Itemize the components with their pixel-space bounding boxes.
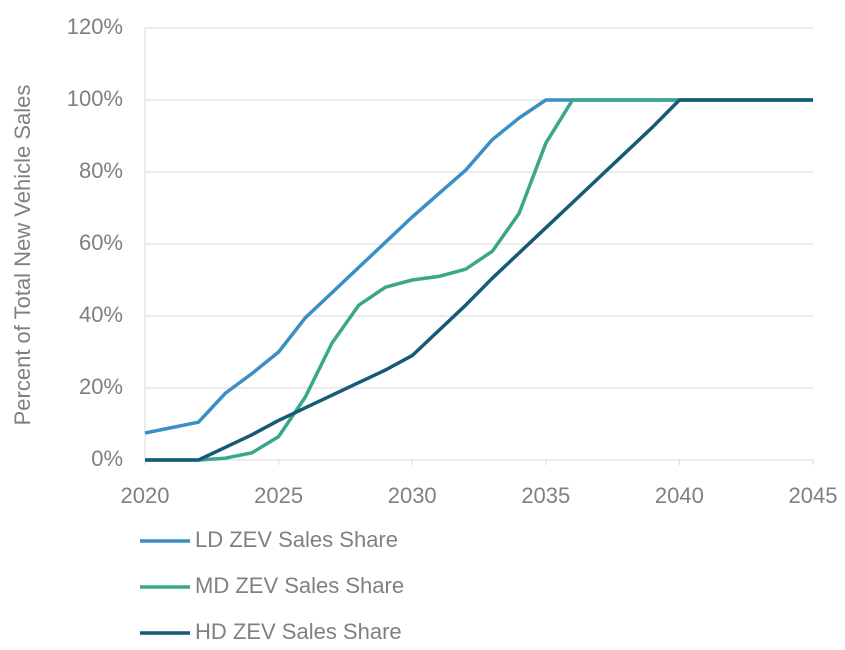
x-tick-label: 2045 (789, 483, 838, 508)
x-tick-label: 2040 (655, 483, 704, 508)
y-tick-label: 60% (79, 230, 123, 255)
x-tick-label: 2020 (121, 483, 170, 508)
y-tick-label: 120% (67, 14, 123, 39)
series-line (144, 98, 813, 435)
x-tick-label: 2030 (388, 483, 437, 508)
legend-label: LD ZEV Sales Share (195, 527, 398, 552)
y-tick-label: 100% (67, 86, 123, 111)
y-tick-label: 0% (91, 446, 123, 471)
y-tick-label: 20% (79, 374, 123, 399)
y-tick-label: 40% (79, 302, 123, 327)
legend-label: MD ZEV Sales Share (195, 573, 404, 598)
x-tick-label: 2035 (521, 483, 570, 508)
y-tick-label: 80% (79, 158, 123, 183)
y-axis-label: Percent of Total New Vehicle Sales (10, 85, 35, 426)
legend-label: HD ZEV Sales Share (195, 619, 402, 644)
x-tick-label: 2025 (254, 483, 303, 508)
series-line (145, 98, 813, 462)
